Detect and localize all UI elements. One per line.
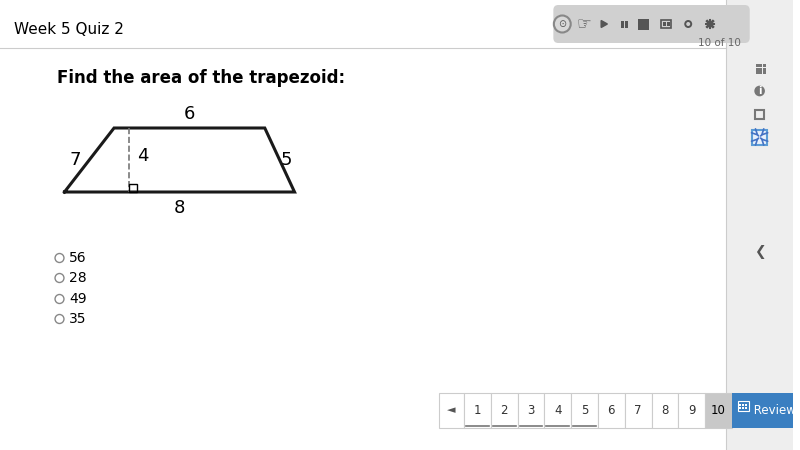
Bar <box>742 407 744 409</box>
Text: 28: 28 <box>70 271 87 285</box>
FancyBboxPatch shape <box>554 5 750 43</box>
Bar <box>439 393 464 428</box>
Bar <box>638 18 649 30</box>
Bar <box>738 401 749 411</box>
Bar <box>625 393 651 428</box>
Text: ⊙: ⊙ <box>558 19 566 29</box>
Bar <box>662 20 671 28</box>
Bar <box>762 64 766 67</box>
Text: 4: 4 <box>137 147 149 165</box>
Bar <box>762 68 766 71</box>
Text: 1: 1 <box>474 404 482 417</box>
Circle shape <box>684 20 692 28</box>
Bar <box>626 21 628 27</box>
Bar <box>755 109 764 118</box>
Bar <box>759 68 762 71</box>
Bar <box>663 22 666 26</box>
Text: 9: 9 <box>688 404 695 417</box>
Text: 5: 5 <box>581 404 588 417</box>
Bar <box>742 404 744 406</box>
Text: 7: 7 <box>70 151 81 169</box>
Bar <box>571 393 598 428</box>
Text: 49: 49 <box>70 292 87 306</box>
Text: 6: 6 <box>184 105 195 123</box>
Text: 3: 3 <box>527 404 534 417</box>
Text: 8: 8 <box>174 199 185 217</box>
Bar <box>545 393 571 428</box>
Text: 4: 4 <box>554 404 562 417</box>
Bar <box>746 407 747 409</box>
Text: 6: 6 <box>608 404 615 417</box>
Bar <box>129 184 137 192</box>
Text: ◄: ◄ <box>447 405 456 415</box>
Bar <box>651 393 678 428</box>
Text: i: i <box>758 86 762 96</box>
Bar <box>756 68 758 71</box>
Bar <box>518 393 545 428</box>
Text: 5: 5 <box>281 151 292 169</box>
Text: 35: 35 <box>70 312 87 326</box>
Bar <box>598 393 625 428</box>
Bar <box>756 71 758 74</box>
Text: ☞: ☞ <box>577 15 591 33</box>
Bar <box>667 22 670 26</box>
Text: 10 of 10: 10 of 10 <box>698 38 740 48</box>
Bar <box>678 393 705 428</box>
Bar <box>739 407 742 409</box>
Bar <box>752 130 767 144</box>
Text: 7: 7 <box>634 404 642 417</box>
Bar <box>622 21 624 27</box>
Text: Find the area of the trapezoid:: Find the area of the trapezoid: <box>57 69 345 87</box>
Text: 2: 2 <box>501 404 508 417</box>
Text: 56: 56 <box>70 251 87 265</box>
Bar <box>491 393 518 428</box>
Bar <box>762 71 766 74</box>
Text: 10: 10 <box>711 404 726 417</box>
Text: Week 5 Quiz 2: Week 5 Quiz 2 <box>14 22 124 37</box>
Bar <box>464 393 491 428</box>
Bar <box>732 393 800 428</box>
Text: ❮: ❮ <box>754 245 766 259</box>
Bar <box>739 404 742 406</box>
Text: Review: Review <box>750 404 795 417</box>
Bar <box>759 64 762 67</box>
Bar <box>705 393 732 428</box>
Bar <box>759 71 762 74</box>
Polygon shape <box>601 21 607 27</box>
Bar <box>756 64 758 67</box>
Text: 8: 8 <box>662 404 669 417</box>
Circle shape <box>554 15 570 32</box>
Circle shape <box>755 86 764 95</box>
Bar <box>726 0 794 450</box>
Circle shape <box>686 22 690 26</box>
Bar <box>746 404 747 406</box>
